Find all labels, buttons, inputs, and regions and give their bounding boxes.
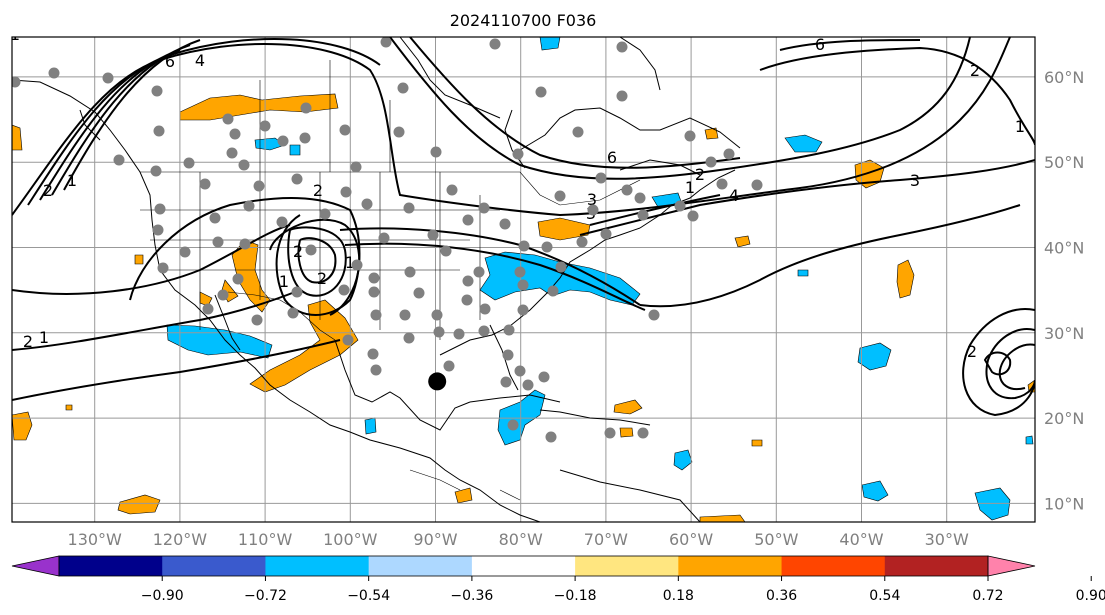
colorbar-lower-extend-arrow xyxy=(11,555,60,577)
colorbar-swatches xyxy=(59,556,989,576)
longitude-label: 100°W xyxy=(323,530,378,549)
latitude-label: 30°N xyxy=(1044,324,1084,343)
contour-label: 6 xyxy=(165,52,175,71)
contour-label: 2 xyxy=(293,242,303,261)
latitude-labels: 60°N 50°N 40°N 30°N 20°N 10°N xyxy=(1044,68,1084,514)
station-markers xyxy=(12,37,763,443)
colorbar-swatch xyxy=(575,556,679,576)
colorbar-tick-label: 0.18 xyxy=(663,588,694,604)
contour-label: 2 xyxy=(317,269,327,288)
longitude-label: 110°W xyxy=(238,530,293,549)
latitude-label: 60°N xyxy=(1044,68,1084,87)
colorbar-swatch xyxy=(678,556,783,576)
longitude-label: 70°W xyxy=(584,530,628,549)
colorbar-swatch xyxy=(265,556,370,576)
colorbar-ticks: −0.90 −0.72 −0.54 −0.36 −0.18 0.18 0.36 0.54 0.7… xyxy=(141,576,1105,604)
colorbar-tick-label: 0.54 xyxy=(869,588,900,604)
contour-label: 2 xyxy=(970,61,980,80)
colorbar-tick-label: 0.90 xyxy=(1076,588,1105,604)
latitude-label: 20°N xyxy=(1044,409,1084,428)
colorbar-swatch xyxy=(59,556,163,576)
longitude-label: 120°W xyxy=(153,530,208,549)
contour-label: 2 xyxy=(313,181,323,200)
longitude-label: 60°W xyxy=(669,530,713,549)
colorbar-tick-label: −0.36 xyxy=(450,588,493,604)
contour-label: 1 xyxy=(10,25,20,44)
map-panel: 64212162313241216321221 xyxy=(10,25,1035,522)
colorbar-swatch xyxy=(471,556,576,576)
colorbar-swatch xyxy=(368,556,473,576)
contour-label: 1 xyxy=(685,178,695,197)
positive-anomaly-regions xyxy=(12,93,1035,522)
colorbar-tick-label: 0.36 xyxy=(766,588,797,604)
contour-label: 1 xyxy=(39,328,49,347)
contour-label: 1 xyxy=(1015,117,1025,136)
graticule xyxy=(12,37,1035,522)
longitude-labels: 130°W 120°W 110°W 100°W 90°W 80°W 70°W 60°W 50°W… xyxy=(68,530,969,549)
contour-label: 4 xyxy=(729,186,739,205)
contour-label: 1 xyxy=(67,171,77,190)
contour-label: 3 xyxy=(910,171,920,190)
longitude-label: 40°W xyxy=(839,530,883,549)
contour-label: 6 xyxy=(815,35,825,54)
colorbar-tick-label: 0.72 xyxy=(972,588,1003,604)
contour-label: 1 xyxy=(345,253,355,272)
latitude-label: 10°N xyxy=(1044,494,1084,513)
longitude-label: 90°W xyxy=(413,530,457,549)
contour-label: 6 xyxy=(607,148,617,167)
latitude-label: 40°N xyxy=(1044,239,1084,258)
colorbar-swatch xyxy=(781,556,886,576)
longitude-label: 130°W xyxy=(68,530,123,549)
latitude-label: 50°N xyxy=(1044,153,1084,172)
map-title: 2024110700 F036 xyxy=(450,11,597,30)
contour-lines xyxy=(12,37,1035,417)
longitude-label: 30°W xyxy=(925,530,969,549)
contour-label: 1 xyxy=(279,272,289,291)
longitude-label: 50°W xyxy=(754,530,798,549)
colorbar-swatch xyxy=(162,556,266,576)
longitude-label: 80°W xyxy=(499,530,543,549)
contour-label: 2 xyxy=(967,342,977,361)
coastlines xyxy=(12,37,741,522)
map-frame xyxy=(11,36,1036,523)
colorbar-tick-label: −0.18 xyxy=(554,588,597,604)
colorbar-tick-label: −0.72 xyxy=(244,588,287,604)
colorbar-upper-extend-arrow xyxy=(987,555,1036,577)
contour-label: 3 xyxy=(587,190,597,209)
colorbar-swatch xyxy=(884,556,989,576)
colorbar: −0.90 −0.72 −0.54 −0.36 −0.18 0.18 0.36 0.54 0.7… xyxy=(11,555,1105,604)
highlighted-point-marker xyxy=(428,372,447,391)
contour-label: 2 xyxy=(43,181,53,200)
contour-label: 2 xyxy=(23,332,33,351)
colorbar-tick-label: −0.90 xyxy=(141,588,184,604)
colorbar-tick-label: −0.54 xyxy=(347,588,390,604)
contour-label: 2 xyxy=(695,165,705,184)
contour-label: 4 xyxy=(195,51,205,70)
